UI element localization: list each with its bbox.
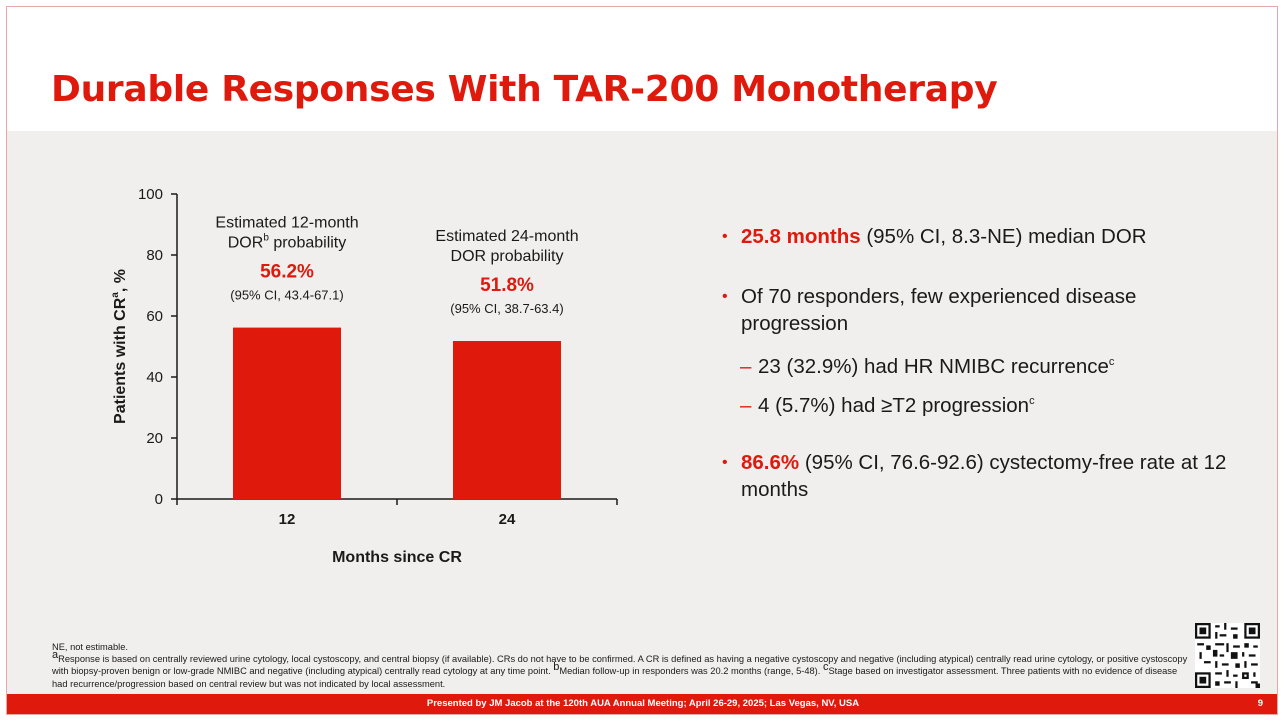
bar-value-label: 51.8%: [480, 275, 534, 296]
footnote-a: Response is based on centrally reviewed …: [52, 654, 1188, 677]
bar-12-months: [233, 327, 341, 499]
bar-value-label: 56.2%: [260, 262, 314, 283]
bullet-list: • 25.8 months (95% CI, 8.3-NE) median DOR…: [722, 223, 1242, 503]
x-tick-label: 12: [279, 511, 296, 528]
footer-bar: Presented by JM Jacob at the 120th AUA A…: [7, 694, 1277, 714]
y-tick-label: 0: [155, 491, 163, 508]
progression-footnote-ref: c: [1029, 395, 1035, 408]
bar-annotation-line1: Estimated 12-month: [215, 215, 358, 232]
progression-text: 4 (5.7%) had ≥T2 progression: [758, 394, 1030, 417]
bar-ci-label: (95% CI, 43.4-67.1): [230, 288, 343, 303]
y-tick-label: 100: [138, 186, 163, 203]
sub-bullet-recurrence: –23 (32.9%) had HR NMIBC recurrencec: [722, 353, 1242, 380]
x-tick-label: 24: [499, 511, 516, 528]
y-tick-label: 20: [146, 430, 163, 447]
qr-code-icon[interactable]: [1195, 623, 1260, 688]
bullet-dot-icon: •: [722, 288, 728, 305]
slide: Durable Responses With TAR-200 Monothera…: [6, 6, 1278, 715]
bar-24-months: [453, 341, 561, 499]
bullet-median-dor: • 25.8 months (95% CI, 8.3-NE) median DOR: [722, 223, 1242, 250]
cystectomy-free-text: (95% CI, 76.6-92.6) cystectomy-free rate…: [741, 451, 1227, 501]
recurrence-text: 23 (32.9%) had HR NMIBC recurrence: [758, 355, 1109, 378]
sub-bullet-progression: –4 (5.7%) had ≥T2 progressionc: [722, 392, 1242, 419]
x-axis-title: Months since CR: [332, 549, 462, 566]
footnote-body: aResponse is based on centrally reviewed…: [52, 650, 1192, 690]
footnote-b-marker: b: [553, 661, 560, 674]
bullet-responders: • Of 70 responders, few experienced disea…: [722, 283, 1242, 337]
bar-ci-label: (95% CI, 38.7-63.4): [450, 301, 563, 316]
footnote-a-marker: a: [52, 649, 59, 662]
footnote-c: Stage based on investigator assessment. …: [52, 666, 1178, 689]
footnotes: NE, not estimable. aResponse is based on…: [52, 641, 1192, 690]
y-axis-title: Patients with CRa, %: [110, 269, 129, 424]
dash-icon: –: [740, 394, 752, 417]
y-tick-label: 80: [146, 247, 163, 264]
footer-text: Presented by JM Jacob at the 120th AUA A…: [426, 698, 860, 709]
footnote-b: Median follow-up in responders was 20.2 …: [559, 666, 823, 677]
bullet-dot-icon: •: [722, 228, 728, 245]
y-tick-label: 40: [146, 369, 163, 386]
page-number: 9: [1257, 698, 1263, 709]
recurrence-footnote-ref: c: [1108, 356, 1115, 369]
slide-title: Durable Responses With TAR-200 Monothera…: [51, 69, 998, 110]
cystectomy-free-value: 86.6%: [741, 451, 800, 474]
dash-icon: –: [740, 355, 752, 378]
bullet-dot-icon: •: [722, 454, 728, 471]
footnote-c-marker: c: [822, 661, 829, 674]
median-dor-text: (95% CI, 8.3-NE) median DOR: [860, 225, 1147, 248]
y-tick-label: 60: [146, 308, 163, 325]
bar-annotation-line2: DOR probability: [451, 248, 564, 265]
bullet-cystectomy-free: • 86.6% (95% CI, 76.6-92.6) cystectomy-fr…: [722, 449, 1242, 503]
bar-annotation-line2: DORb probability: [228, 233, 347, 252]
responders-text: Of 70 responders, few experienced diseas…: [741, 285, 1137, 335]
median-dor-value: 25.8 months: [741, 225, 861, 248]
footnote-ne: NE, not estimable.: [52, 642, 128, 652]
bar-annotation-line1: Estimated 24-month: [435, 228, 578, 245]
content-area: [7, 131, 1277, 714]
